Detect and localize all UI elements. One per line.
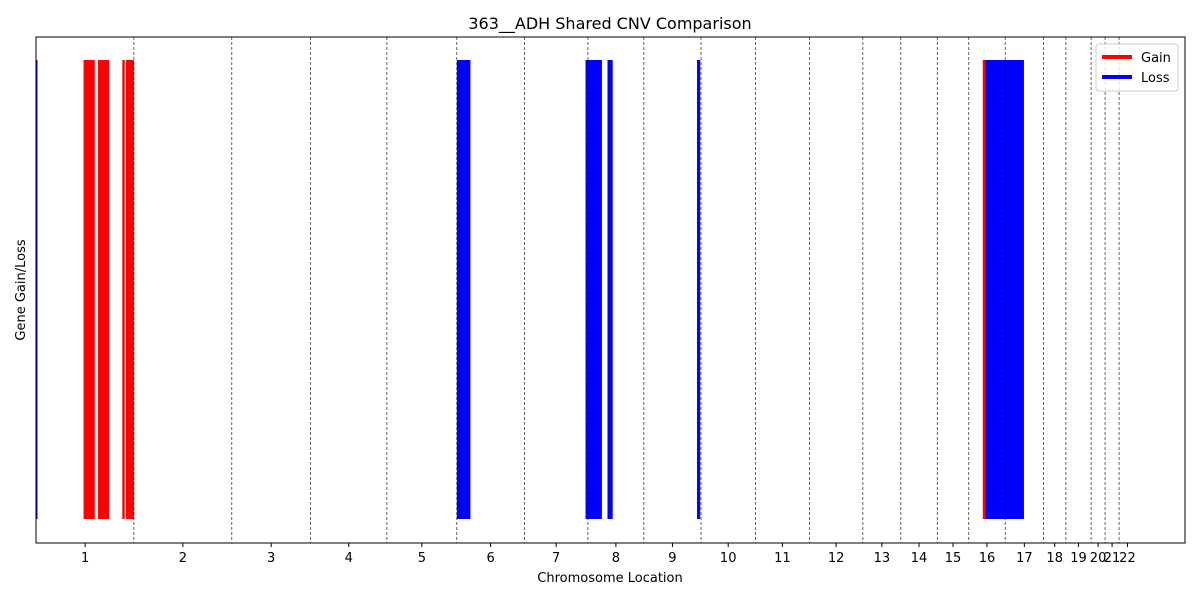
x-tick-label-11: 11 [774, 551, 791, 566]
x-tick-label-22: 22 [1119, 551, 1136, 566]
segment-bar-gain-4 [125, 60, 134, 519]
segment-bar-gain-3 [122, 60, 125, 519]
x-tick-label-14: 14 [911, 551, 928, 566]
x-tick-label-20: 20 [1090, 551, 1107, 566]
chromosome-gridlines [133, 37, 1120, 543]
x-tick-label-12: 12 [828, 551, 845, 566]
x-tick-label-4: 4 [345, 551, 353, 566]
segment-bar-gain-1 [83, 60, 95, 519]
segment-bar-loss-0 [36, 60, 38, 519]
x-tick-label-3: 3 [267, 551, 275, 566]
segment-bar-loss-8 [697, 60, 701, 519]
segment-bar-gain-2 [97, 60, 110, 519]
x-tick-label-6: 6 [486, 551, 494, 566]
legend-gain-label: Gain [1141, 51, 1171, 66]
x-axis-label: Chromosome Location [537, 571, 682, 586]
segment-bar-loss-6 [585, 60, 602, 519]
x-tick-label-21: 21 [1104, 551, 1121, 566]
segment-bars [36, 60, 1024, 519]
x-tick-label-2: 2 [179, 551, 187, 566]
x-tick-label-19: 19 [1070, 551, 1087, 566]
segment-bar-gain-9 [982, 60, 986, 519]
x-tick-label-13: 13 [874, 551, 891, 566]
x-tick-label-18: 18 [1046, 551, 1063, 566]
chart-title: 363__ADH Shared CNV Comparison [468, 14, 751, 34]
x-tick-label-5: 5 [418, 551, 426, 566]
x-tick-label-15: 15 [945, 551, 962, 566]
x-tick-label-16: 16 [979, 551, 996, 566]
plot-frame [35, 36, 1186, 544]
x-tick-label-1: 1 [81, 551, 89, 566]
segment-bar-loss-5 [456, 60, 471, 519]
y-axis-label: Gene Gain/Loss [14, 239, 29, 340]
legend: Gain Loss [1095, 43, 1179, 92]
x-tick-label-8: 8 [612, 551, 620, 566]
x-tick-label-17: 17 [1016, 551, 1033, 566]
legend-loss-label: Loss [1141, 71, 1170, 86]
segment-bar-loss-7 [607, 60, 613, 519]
x-tick-label-7: 7 [552, 551, 560, 566]
x-tick-label-9: 9 [668, 551, 676, 566]
x-tick-label-10: 10 [720, 551, 737, 566]
segment-bar-loss-10 [985, 60, 1024, 519]
